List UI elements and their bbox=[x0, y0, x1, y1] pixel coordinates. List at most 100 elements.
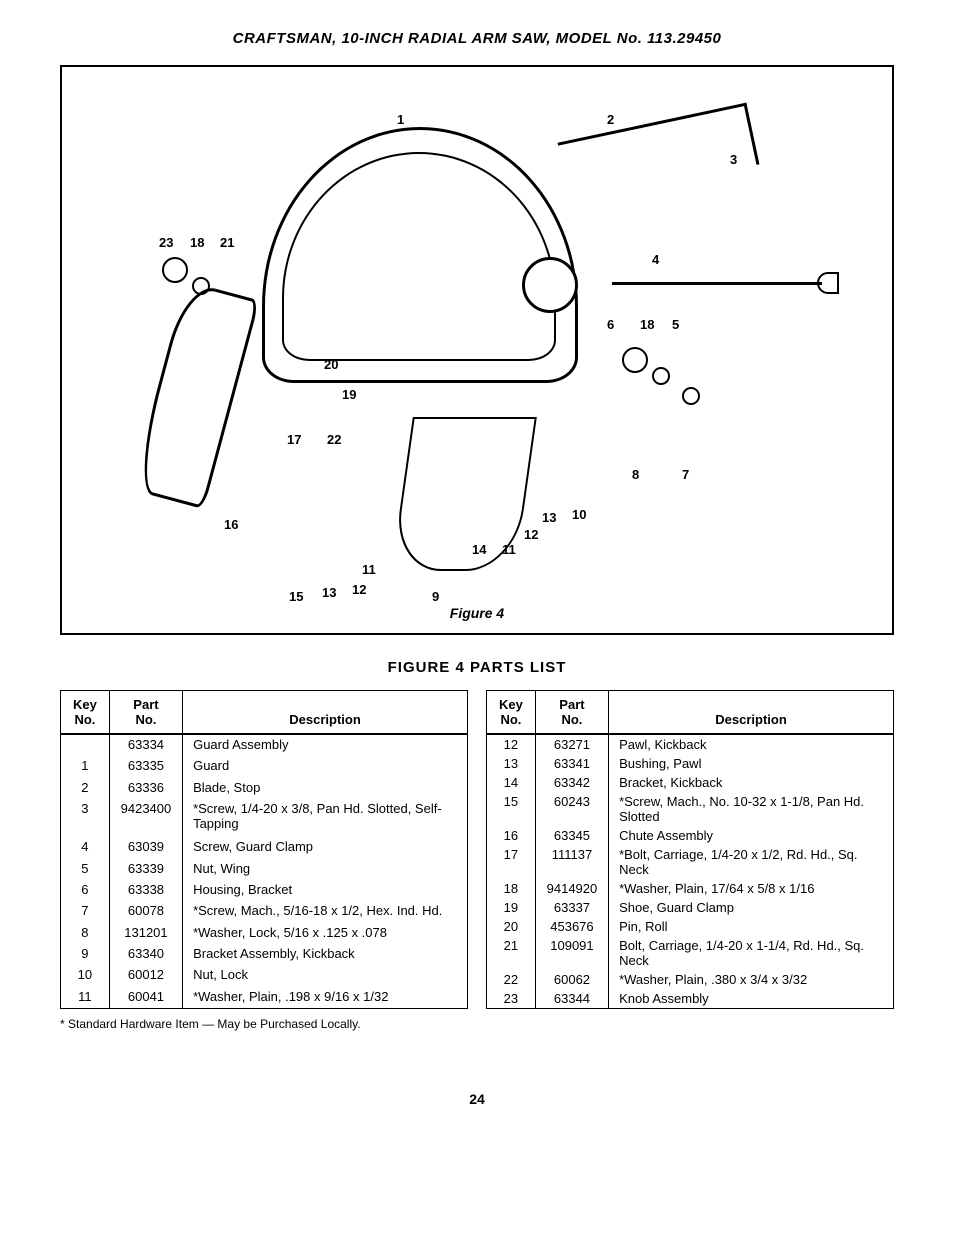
table-row: 39423400*Screw, 1/4-20 x 3/8, Pan Hd. Sl… bbox=[61, 799, 468, 837]
page-number: 24 bbox=[60, 1091, 894, 1107]
cell-desc: Chute Assembly bbox=[609, 826, 894, 845]
table-row: 563339Nut, Wing bbox=[61, 859, 468, 880]
callout-number: 15 bbox=[289, 589, 303, 604]
wing-nut-shape bbox=[817, 272, 839, 294]
callout-number: 9 bbox=[432, 589, 439, 604]
cell-desc: Screw, Guard Clamp bbox=[183, 837, 468, 858]
callout-number: 16 bbox=[224, 517, 238, 532]
table-row: 8131201*Washer, Lock, 5/16 x .125 x .078 bbox=[61, 923, 468, 944]
cell-key: 13 bbox=[487, 754, 536, 773]
cell-key: 2 bbox=[61, 778, 110, 799]
callout-number: 13 bbox=[322, 585, 336, 600]
callout-number: 2 bbox=[607, 112, 614, 127]
figure-caption: Figure 4 bbox=[62, 605, 892, 621]
cell-part: 111137 bbox=[535, 845, 608, 879]
callout-number: 19 bbox=[342, 387, 356, 402]
cell-desc: Guard Assembly bbox=[183, 734, 468, 756]
cell-part: 60078 bbox=[109, 901, 182, 922]
cell-part: 63271 bbox=[535, 734, 608, 754]
callout-number: 8 bbox=[632, 467, 639, 482]
cell-desc: *Screw, Mach., No. 10-32 x 1-1/8, Pan Hd… bbox=[609, 792, 894, 826]
cell-desc: *Washer, Plain, 17/64 x 5/8 x 1/16 bbox=[609, 879, 894, 898]
cell-part: 63335 bbox=[109, 756, 182, 777]
cell-desc: Pawl, Kickback bbox=[609, 734, 894, 754]
callout-number: 11 bbox=[502, 542, 516, 557]
table-row: 1963337Shoe, Guard Clamp bbox=[487, 898, 894, 917]
callout-number: 7 bbox=[682, 467, 689, 482]
callout-number: 10 bbox=[572, 507, 586, 522]
cell-key: 19 bbox=[487, 898, 536, 917]
cell-desc: *Bolt, Carriage, 1/4-20 x 1/2, Rd. Hd., … bbox=[609, 845, 894, 879]
table-row: 1160041*Washer, Plain, .198 x 9/16 x 1/3… bbox=[61, 987, 468, 1009]
cell-desc: Bracket, Kickback bbox=[609, 773, 894, 792]
parts-tables: KeyNo. PartNo. Description 63334Guard As… bbox=[60, 690, 894, 1009]
cell-desc: *Screw, 1/4-20 x 3/8, Pan Hd. Slotted, S… bbox=[183, 799, 468, 837]
cell-key: 3 bbox=[61, 799, 110, 837]
cell-part: 63339 bbox=[109, 859, 182, 880]
cell-part: 63039 bbox=[109, 837, 182, 858]
table-row: 263336Blade, Stop bbox=[61, 778, 468, 799]
table-row: 1263271Pawl, Kickback bbox=[487, 734, 894, 754]
callout-number: 5 bbox=[672, 317, 679, 332]
housing-shape bbox=[622, 347, 648, 373]
cell-part: 63345 bbox=[535, 826, 608, 845]
cell-desc: Knob Assembly bbox=[609, 989, 894, 1009]
cell-key: 5 bbox=[61, 859, 110, 880]
cell-key bbox=[61, 734, 110, 756]
parts-table-left: KeyNo. PartNo. Description 63334Guard As… bbox=[60, 690, 468, 1009]
cell-key: 21 bbox=[487, 936, 536, 970]
cell-key: 1 bbox=[61, 756, 110, 777]
cell-desc: *Washer, Lock, 5/16 x .125 x .078 bbox=[183, 923, 468, 944]
cell-key: 17 bbox=[487, 845, 536, 879]
hub-shape bbox=[522, 257, 578, 313]
clamp-rod bbox=[612, 282, 822, 285]
cell-key: 22 bbox=[487, 970, 536, 989]
cell-key: 18 bbox=[487, 879, 536, 898]
washer-shape bbox=[192, 277, 210, 295]
callout-number: 13 bbox=[542, 510, 556, 525]
table-row: 1560243*Screw, Mach., No. 10-32 x 1-1/8,… bbox=[487, 792, 894, 826]
cell-key: 14 bbox=[487, 773, 536, 792]
cell-desc: *Washer, Plain, .380 x 3/4 x 3/32 bbox=[609, 970, 894, 989]
table-row: 63334Guard Assembly bbox=[61, 734, 468, 756]
callout-number: 20 bbox=[324, 357, 338, 372]
cell-desc: Pin, Roll bbox=[609, 917, 894, 936]
table-row: 463039Screw, Guard Clamp bbox=[61, 837, 468, 858]
table-row: 21109091Bolt, Carriage, 1/4-20 x 1-1/4, … bbox=[487, 936, 894, 970]
parts-table-right: KeyNo. PartNo. Description 1263271Pawl, … bbox=[486, 690, 894, 1009]
table-row: 663338Housing, Bracket bbox=[61, 880, 468, 901]
cell-desc: *Washer, Plain, .198 x 9/16 x 1/32 bbox=[183, 987, 468, 1009]
page-title: CRAFTSMAN, 10-INCH RADIAL ARM SAW, MODEL… bbox=[60, 30, 894, 47]
cell-part: 109091 bbox=[535, 936, 608, 970]
callout-number: 6 bbox=[607, 317, 614, 332]
table-row: 760078*Screw, Mach., 5/16-18 x 1/2, Hex.… bbox=[61, 901, 468, 922]
callout-number: 18 bbox=[640, 317, 654, 332]
cell-key: 20 bbox=[487, 917, 536, 936]
cell-key: 12 bbox=[487, 734, 536, 754]
cell-part: 63338 bbox=[109, 880, 182, 901]
header-part: PartNo. bbox=[535, 691, 608, 735]
cell-desc: Shoe, Guard Clamp bbox=[609, 898, 894, 917]
callout-number: 3 bbox=[730, 152, 737, 167]
cell-key: 10 bbox=[61, 965, 110, 986]
nut-shape bbox=[682, 387, 700, 405]
cell-desc: Bushing, Pawl bbox=[609, 754, 894, 773]
callout-number: 12 bbox=[524, 527, 538, 542]
table-row: 1463342Bracket, Kickback bbox=[487, 773, 894, 792]
knob-shape bbox=[162, 257, 188, 283]
header-key: KeyNo. bbox=[487, 691, 536, 735]
table-row: 189414920*Washer, Plain, 17/64 x 5/8 x 1… bbox=[487, 879, 894, 898]
cell-part: 63341 bbox=[535, 754, 608, 773]
cell-desc: Bolt, Carriage, 1/4-20 x 1-1/4, Rd. Hd.,… bbox=[609, 936, 894, 970]
cell-desc: Bracket Assembly, Kickback bbox=[183, 944, 468, 965]
header-part: PartNo. bbox=[109, 691, 182, 735]
callout-number: 22 bbox=[327, 432, 341, 447]
callout-number: 14 bbox=[472, 542, 486, 557]
table-row: 1363341Bushing, Pawl bbox=[487, 754, 894, 773]
cell-key: 23 bbox=[487, 989, 536, 1009]
callout-number: 12 bbox=[352, 582, 366, 597]
cell-desc: Nut, Wing bbox=[183, 859, 468, 880]
cell-part: 60041 bbox=[109, 987, 182, 1009]
callout-number: 4 bbox=[652, 252, 659, 267]
cell-part: 453676 bbox=[535, 917, 608, 936]
